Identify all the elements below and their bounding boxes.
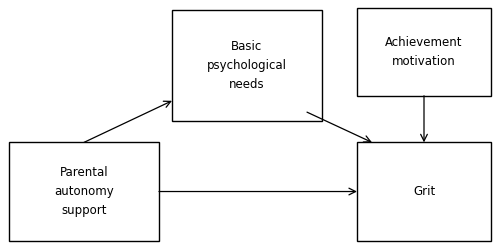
Text: Basic
psychological
needs: Basic psychological needs <box>207 40 287 91</box>
Bar <box>357 142 491 241</box>
Bar <box>172 10 322 121</box>
Bar <box>357 8 491 96</box>
Text: Grit: Grit <box>413 185 435 198</box>
Text: Parental
autonomy
support: Parental autonomy support <box>54 166 114 217</box>
Bar <box>9 142 159 241</box>
Text: Achievement
motivation: Achievement motivation <box>385 36 463 68</box>
